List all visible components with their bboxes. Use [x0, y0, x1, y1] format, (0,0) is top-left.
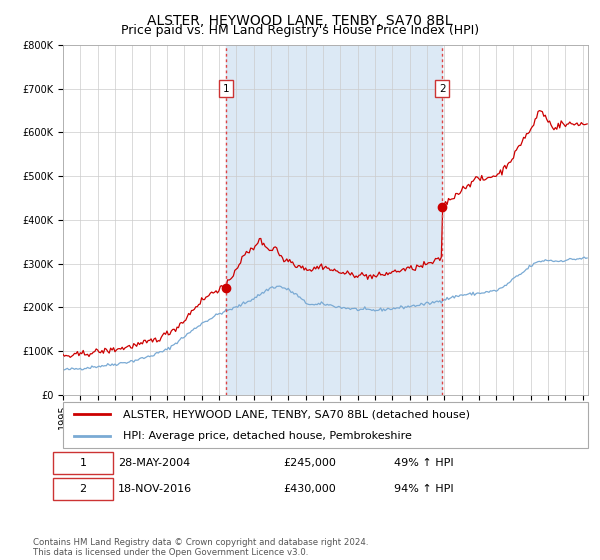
Text: ALSTER, HEYWOOD LANE, TENBY, SA70 8BL (detached house): ALSTER, HEYWOOD LANE, TENBY, SA70 8BL (d… [124, 409, 470, 419]
Text: HPI: Average price, detached house, Pembrokeshire: HPI: Average price, detached house, Pemb… [124, 431, 412, 441]
Text: Contains HM Land Registry data © Crown copyright and database right 2024.
This d: Contains HM Land Registry data © Crown c… [33, 538, 368, 557]
Text: 1: 1 [223, 83, 229, 94]
FancyBboxPatch shape [53, 452, 113, 474]
Text: 49% ↑ HPI: 49% ↑ HPI [394, 459, 454, 468]
FancyBboxPatch shape [63, 402, 588, 448]
Text: 2: 2 [439, 83, 445, 94]
Text: 28-MAY-2004: 28-MAY-2004 [118, 459, 190, 468]
Text: £245,000: £245,000 [284, 459, 337, 468]
Text: 2: 2 [79, 484, 86, 493]
Text: ALSTER, HEYWOOD LANE, TENBY, SA70 8BL: ALSTER, HEYWOOD LANE, TENBY, SA70 8BL [147, 14, 453, 28]
FancyBboxPatch shape [53, 478, 113, 500]
Text: 1: 1 [79, 459, 86, 468]
Text: 18-NOV-2016: 18-NOV-2016 [118, 484, 192, 493]
Bar [226, 45, 442, 395]
Text: £430,000: £430,000 [284, 484, 336, 493]
Text: 94% ↑ HPI: 94% ↑ HPI [394, 484, 454, 493]
Text: Price paid vs. HM Land Registry's House Price Index (HPI): Price paid vs. HM Land Registry's House … [121, 24, 479, 37]
